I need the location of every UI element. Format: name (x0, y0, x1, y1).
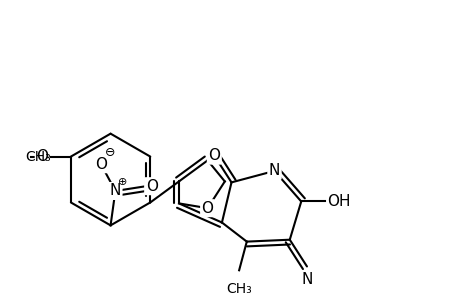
Text: N: N (301, 272, 312, 287)
Text: O: O (208, 148, 220, 163)
Text: O: O (201, 201, 213, 216)
Text: CH₃: CH₃ (25, 150, 50, 164)
Text: ⊖: ⊖ (104, 146, 115, 159)
Text: OH: OH (326, 194, 350, 209)
Text: CH₃: CH₃ (226, 282, 252, 296)
Text: ⊕: ⊕ (118, 177, 128, 188)
Text: N: N (109, 184, 121, 199)
Text: N: N (268, 164, 280, 178)
Text: O: O (95, 157, 107, 172)
Text: O: O (36, 149, 48, 164)
Text: O: O (146, 179, 157, 194)
